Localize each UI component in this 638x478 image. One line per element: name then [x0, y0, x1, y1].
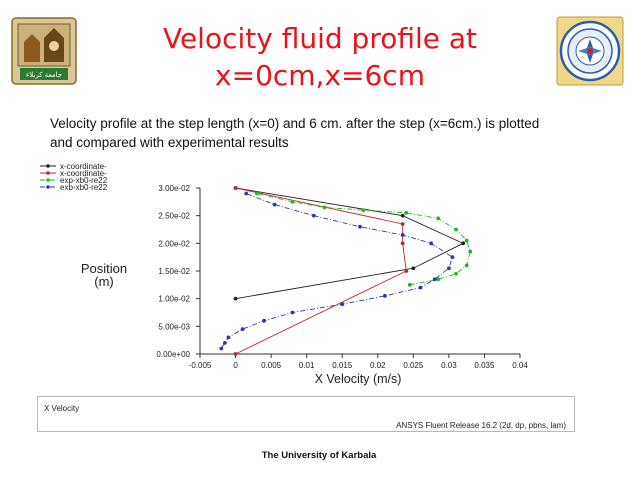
data-point [361, 208, 366, 213]
data-point [429, 241, 434, 246]
series-4 [219, 191, 455, 351]
chart-legend: x-coordinate-x-coordinate-exp-xb0-re22ex… [40, 162, 108, 192]
series-1 [233, 186, 466, 301]
chart-series [219, 186, 473, 356]
data-point [244, 191, 249, 196]
university-logo-right [556, 16, 624, 86]
y-axis-label-unit: (m) [94, 274, 114, 289]
data-point [222, 341, 227, 345]
legend-marker [46, 164, 50, 168]
x-tick-label: 0.005 [261, 361, 282, 370]
x-tick-label: 0.015 [332, 361, 353, 370]
x-tick-label: -0.005 [189, 361, 212, 370]
data-point [400, 241, 405, 246]
data-point [468, 249, 473, 254]
x-axis-label: X Velocity (m/s) [315, 372, 402, 386]
x-tick-label: 0.035 [474, 361, 495, 370]
x-tick-label: 0.04 [512, 361, 528, 370]
series-line [220, 193, 453, 349]
data-point [454, 271, 458, 276]
series-3 [254, 191, 473, 287]
data-point [400, 222, 405, 226]
data-point [464, 263, 469, 268]
y-tick-label: 1.50e-02 [158, 267, 190, 276]
y-tick-label: 3.00e-02 [158, 184, 190, 193]
legend-label: exp-xb0-re22 [60, 176, 108, 185]
legend-label: exb-xb0-re22 [60, 183, 108, 192]
data-point [290, 310, 295, 315]
legend-label: x-coordinate- [60, 169, 107, 178]
data-point [311, 213, 316, 218]
data-point [436, 216, 441, 221]
fluent-footer-bar: X Velocity ANSYS Fluent Release 16.2 (2d… [37, 396, 575, 432]
data-point [322, 205, 327, 210]
x-tick-label: 0 [233, 361, 238, 370]
data-point [404, 269, 409, 273]
y-axis-label: Position [81, 261, 127, 276]
data-point [340, 302, 345, 307]
y-tick-label: 2.50e-02 [158, 212, 190, 221]
y-tick-label: 5.00e-03 [158, 322, 190, 331]
data-point [407, 282, 412, 287]
data-point [404, 211, 409, 215]
description-line-1: Velocity profile at the step length (x=0… [50, 116, 540, 131]
data-point [450, 255, 455, 260]
x-tick-label: 0.01 [299, 361, 315, 370]
velocity-profile-chart: -0.005 0 0.005 0.01 0.015 0.02 0.025 0.03 0.035 0… [40, 162, 528, 386]
y-tick-label: 1.00e-02 [158, 295, 190, 304]
data-point [411, 266, 416, 271]
logo-text: جامعة كربلاء [26, 71, 62, 79]
data-point [461, 241, 466, 246]
legend-marker [46, 178, 50, 182]
data-point [400, 233, 405, 237]
description-line-2: and compared with experimental results [50, 135, 289, 150]
data-point [400, 213, 405, 218]
series-line [256, 193, 471, 286]
data-point [418, 285, 423, 290]
x-tick-label: 0.025 [403, 361, 424, 370]
data-point [454, 227, 458, 232]
data-point [219, 346, 224, 351]
chart-axes: -0.005 0 0.005 0.01 0.015 0.02 0.025 0.03 0.035 0… [156, 184, 528, 370]
data-point [290, 199, 295, 204]
legend-marker [46, 185, 50, 189]
data-point [226, 335, 231, 340]
data-point [240, 327, 245, 331]
data-point [446, 266, 451, 271]
university-name: The University of Karbala [261, 450, 377, 461]
data-point [233, 296, 238, 301]
data-point [464, 238, 469, 243]
y-tick-label: 2.00e-02 [158, 239, 190, 248]
x-tick-label: 0.02 [370, 361, 386, 370]
data-point [436, 277, 441, 282]
series-2 [233, 186, 409, 356]
legend-marker [46, 171, 50, 175]
title-line-2: x=0cm,x=6cm [215, 59, 425, 92]
title-line-1: Velocity fluid profile at [162, 22, 478, 55]
data-point [262, 318, 266, 323]
description: Velocity profile at the step length (x=0… [50, 114, 610, 152]
series-line [235, 187, 407, 355]
series-line [235, 187, 465, 300]
data-point [382, 294, 387, 298]
data-point [358, 224, 362, 229]
footer-variable-label: X Velocity [44, 404, 80, 413]
data-point [233, 186, 238, 190]
x-tick-label: 0.03 [441, 361, 457, 370]
data-point [233, 352, 238, 356]
university-logo-left: جامعة كربلاء [10, 16, 78, 86]
page-title: Velocity fluid profile at x=0cm,x=6cm [120, 20, 520, 94]
data-point [432, 277, 437, 282]
data-point [272, 202, 277, 207]
data-point [254, 191, 259, 196]
legend-label: x-coordinate- [60, 162, 107, 171]
footer-software-label: ANSYS Fluent Release 16.2 (2d, dp, pbns,… [396, 421, 566, 430]
y-tick-label: 0.00e+00 [156, 350, 190, 359]
